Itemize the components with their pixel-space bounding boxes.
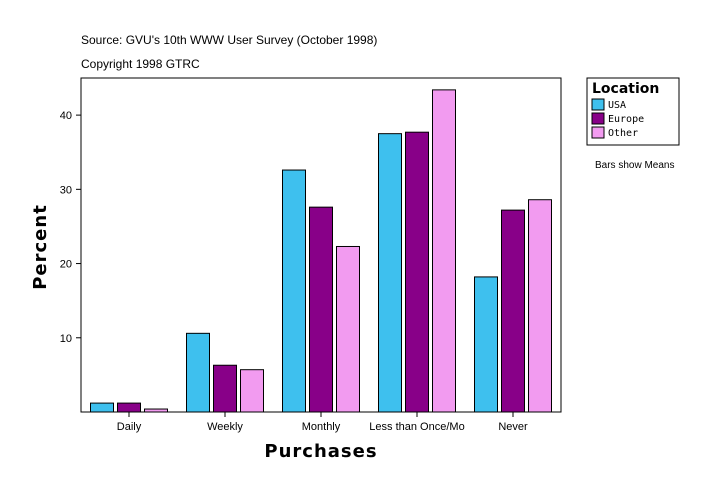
bar-europe-4 (405, 131, 429, 413)
bar-usa-4 (378, 133, 402, 413)
legend-title: Location (592, 81, 659, 97)
bar-other-4 (432, 89, 456, 413)
legend-label-other: Other (608, 128, 638, 139)
x-axis-title: Purchases (264, 441, 377, 462)
legend-swatch-usa (591, 98, 605, 111)
bar-other-2 (240, 369, 264, 413)
source-text: Source: GVU's 10th WWW User Survey (Octo… (81, 33, 377, 47)
bar-europe-1 (117, 402, 141, 413)
bar-europe-5 (501, 209, 525, 413)
bars-group (90, 89, 552, 413)
legend-label-europe: Europe (608, 114, 644, 125)
x-tick-label: Less than Once/Mo (369, 421, 464, 433)
x-tick-label: Never (498, 421, 528, 433)
bar-usa-1 (90, 402, 114, 413)
bar-other-1 (144, 408, 168, 413)
y-tick-label: 30 (60, 184, 72, 196)
legend-swatch-other (591, 126, 605, 139)
bar-europe-2 (213, 364, 237, 413)
x-axis: Daily Weekly Monthly Less than Once/Mo Never (117, 412, 528, 433)
legend-label-usa: USA (608, 100, 626, 111)
y-tick-label: 20 (60, 259, 72, 271)
y-axis-title: Percent (30, 204, 51, 290)
bar-other-5 (528, 199, 552, 413)
y-tick-label: 40 (60, 110, 72, 122)
x-tick-label: Weekly (207, 421, 243, 433)
bars-note: Bars show Means (595, 160, 674, 171)
x-tick-label: Monthly (302, 421, 341, 433)
legend-items: USA Europe Other (591, 98, 644, 139)
y-axis: 10 20 30 40 (60, 110, 81, 345)
y-tick-label: 10 (60, 333, 72, 345)
bar-europe-3 (309, 206, 333, 413)
bar-usa-5 (474, 276, 498, 413)
bar-other-3 (336, 245, 360, 413)
x-tick-label: Daily (117, 421, 142, 433)
copyright-text: Copyright 1998 GTRC (81, 57, 200, 71)
legend-swatch-europe (591, 112, 605, 125)
bar-usa-3 (282, 169, 306, 413)
bar-usa-2 (186, 332, 210, 413)
